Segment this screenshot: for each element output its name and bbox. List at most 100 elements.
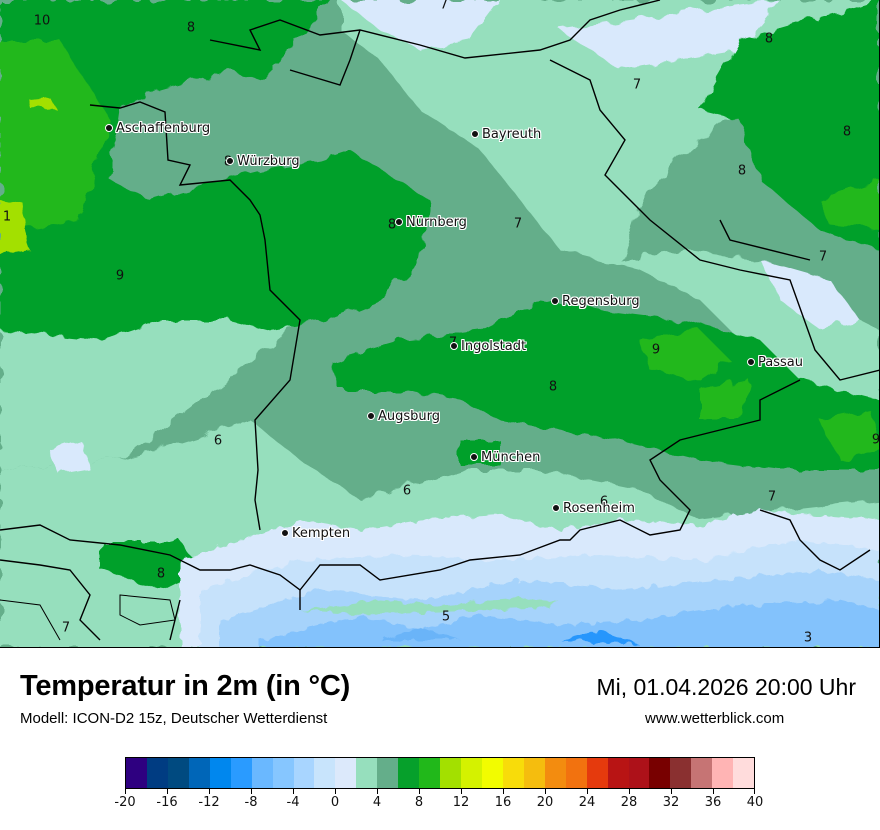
colorbar-segment bbox=[565, 758, 587, 788]
colorbar-tick bbox=[125, 789, 126, 794]
colorbar-segment bbox=[733, 758, 755, 788]
colorbar-tick-label: -8 bbox=[244, 795, 258, 810]
colorbar-tick bbox=[629, 789, 630, 794]
city-dot-icon bbox=[281, 529, 289, 537]
colorbar-segment bbox=[146, 758, 168, 788]
colorbar-tick bbox=[545, 789, 546, 794]
colorbar-segment bbox=[649, 758, 671, 788]
colorbar bbox=[125, 757, 755, 789]
city-name: Bayreuth bbox=[482, 126, 542, 142]
colorbar-tick-label: 40 bbox=[746, 795, 764, 810]
colorbar-segment bbox=[293, 758, 315, 788]
city-marker: Aschaffenburg bbox=[105, 120, 210, 136]
colorbar-tick bbox=[503, 789, 504, 794]
contour-label: 6 bbox=[213, 433, 223, 449]
colorbar-segment bbox=[440, 758, 461, 788]
chart-title: Temperatur in 2m (in °C) bbox=[20, 670, 351, 702]
colorbar-segment bbox=[691, 758, 713, 788]
city-dot-icon bbox=[450, 342, 458, 350]
contour-label: 1 bbox=[2, 209, 12, 225]
city-name: Ingolstadt bbox=[461, 338, 527, 354]
colorbar-segment bbox=[126, 758, 147, 788]
contour-label: 7 bbox=[818, 249, 828, 265]
colorbar-tick bbox=[251, 789, 252, 794]
colorbar-segment bbox=[356, 758, 378, 788]
city-marker: Nürnberg bbox=[395, 214, 467, 230]
city-marker: Augsburg bbox=[367, 408, 440, 424]
city-dot-icon bbox=[367, 412, 375, 420]
city-dot-icon bbox=[105, 124, 113, 132]
colorbar-tick-label: 28 bbox=[620, 795, 638, 810]
colorbar-tick-label: -4 bbox=[286, 795, 300, 810]
city-dot-icon bbox=[226, 157, 234, 165]
contour-label: 8 bbox=[548, 379, 558, 395]
city-marker: Würzburg bbox=[226, 153, 300, 169]
contour-label: 7 bbox=[632, 77, 642, 93]
contour-label: 8 bbox=[737, 163, 747, 179]
colorbar-tick bbox=[377, 789, 378, 794]
contour-label: 9 bbox=[115, 268, 125, 284]
colorbar-tick bbox=[167, 789, 168, 794]
colorbar-tick bbox=[713, 789, 714, 794]
colorbar-tick bbox=[293, 789, 294, 794]
colorbar-segment bbox=[461, 758, 482, 788]
colorbar-tick-label: -16 bbox=[156, 795, 178, 810]
contour-label: 6 bbox=[402, 483, 412, 499]
colorbar-tick-label: 8 bbox=[414, 795, 424, 810]
city-dot-icon bbox=[747, 358, 755, 366]
city-name: Nürnberg bbox=[406, 214, 467, 230]
colorbar-segment bbox=[523, 758, 545, 788]
colorbar-segment bbox=[188, 758, 210, 788]
contour-label: 7 bbox=[767, 489, 777, 505]
colorbar-segment bbox=[586, 758, 608, 788]
contour-label: 9 bbox=[871, 432, 880, 448]
city-marker: Ingolstadt bbox=[450, 338, 526, 354]
contour-label: 3 bbox=[803, 630, 813, 646]
colorbar-tick-label: 24 bbox=[578, 795, 596, 810]
colorbar-segment bbox=[314, 758, 336, 788]
city-name: Regensburg bbox=[562, 293, 640, 309]
contour-label: 7 bbox=[439, 0, 449, 13]
source-url[interactable]: www.wetterblick.com bbox=[645, 710, 785, 727]
map-raster bbox=[0, 0, 880, 648]
city-marker: Passau bbox=[747, 354, 803, 370]
colorbar-tick-label: 36 bbox=[704, 795, 722, 810]
city-dot-icon bbox=[551, 297, 559, 305]
city-dot-icon bbox=[470, 453, 478, 461]
colorbar-segment bbox=[481, 758, 503, 788]
contour-label: 6 bbox=[599, 494, 609, 510]
city-marker: Regensburg bbox=[551, 293, 640, 309]
colorbar-segment bbox=[607, 758, 629, 788]
colorbar-tick bbox=[419, 789, 420, 794]
colorbar-tick-label: 16 bbox=[494, 795, 512, 810]
city-marker: Rosenheim bbox=[552, 500, 635, 516]
colorbar-segment bbox=[230, 758, 252, 788]
colorbar-segment bbox=[272, 758, 294, 788]
city-marker: Kempten bbox=[281, 525, 350, 541]
contour-label: 7 bbox=[513, 216, 523, 232]
colorbar-segment bbox=[670, 758, 692, 788]
colorbar-tick bbox=[671, 789, 672, 794]
contour-label: 8 bbox=[186, 20, 196, 36]
city-name: Augsburg bbox=[378, 408, 441, 424]
contour-label: 8 bbox=[156, 566, 166, 582]
colorbar-segment bbox=[502, 758, 524, 788]
contour-label: 5 bbox=[441, 609, 451, 625]
contour-label: 9 bbox=[651, 342, 661, 358]
city-dot-icon bbox=[471, 130, 479, 138]
contour-label: 8 bbox=[764, 31, 774, 47]
colorbar-tick-label: -20 bbox=[114, 795, 136, 810]
colorbar-tick bbox=[461, 789, 462, 794]
model-info: Modell: ICON-D2 15z, Deutscher Wetterdie… bbox=[20, 710, 328, 727]
colorbar-segment bbox=[335, 758, 357, 788]
city-name: Würzburg bbox=[237, 153, 300, 169]
colorbar-tick-label: 4 bbox=[372, 795, 382, 810]
colorbar-tick bbox=[587, 789, 588, 794]
colorbar-segment bbox=[209, 758, 231, 788]
colorbar-segment bbox=[419, 758, 441, 788]
colorbar-ticks: -20 -16 -12 -8 -4 0 4 8 12 16 20 24 28 32 36 40 bbox=[114, 789, 763, 819]
contour-label: 7 bbox=[61, 620, 71, 636]
city-name: Aschaffenburg bbox=[116, 120, 211, 136]
forecast-datetime: Mi, 01.04.2026 20:00 Uhr bbox=[596, 674, 856, 700]
contour-label: 8 bbox=[842, 124, 852, 140]
